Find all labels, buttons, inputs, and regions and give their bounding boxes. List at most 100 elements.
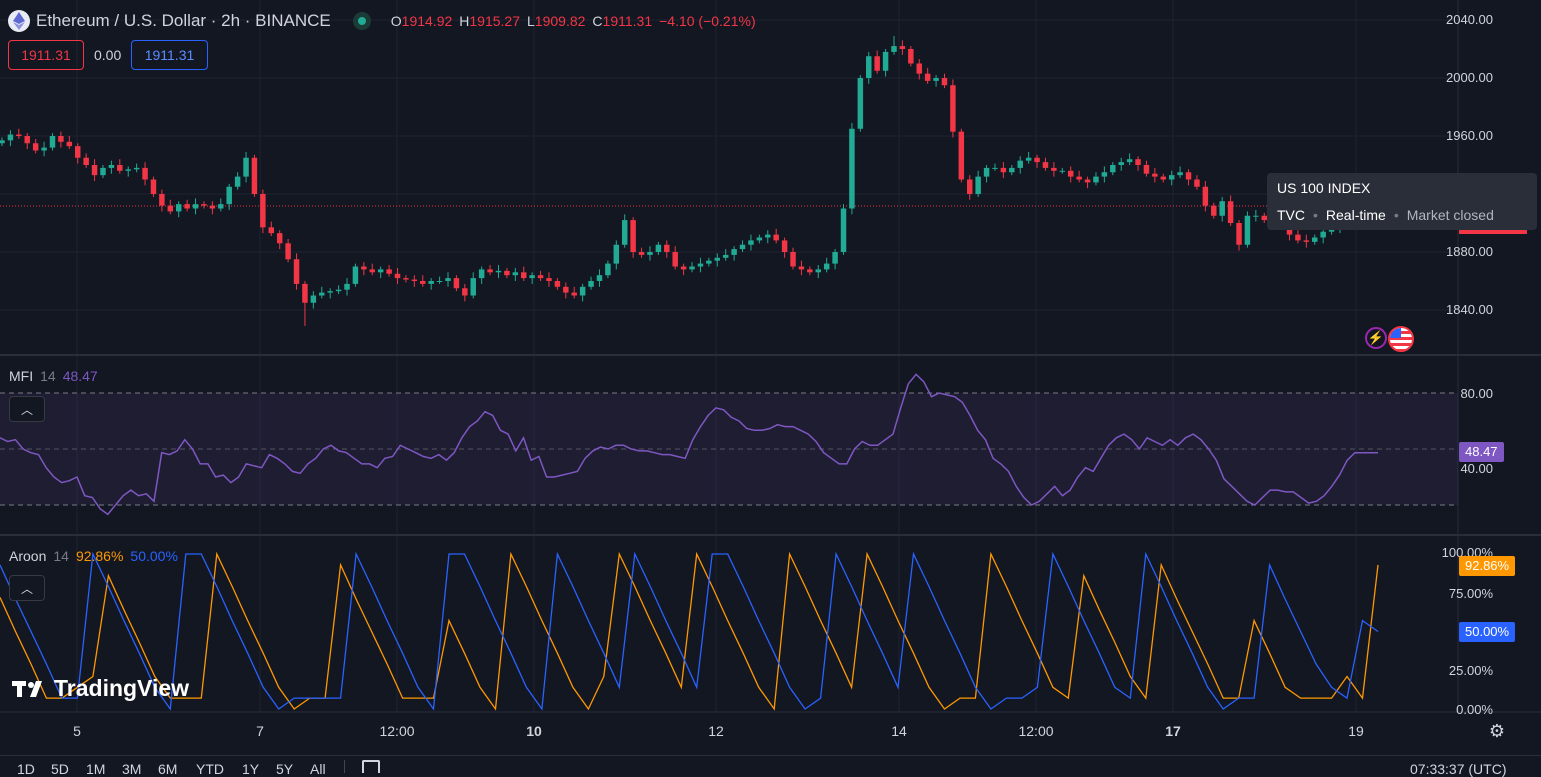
candle-body	[529, 275, 535, 279]
time-axis-label: 5	[73, 723, 81, 739]
open-value: 1914.92	[401, 13, 453, 29]
aroon-down-value: 50.00%	[130, 548, 178, 564]
mfi-axis-label: 80.00	[1460, 386, 1493, 401]
us-flag-event-icon[interactable]	[1388, 326, 1414, 352]
candle-body	[722, 254, 729, 258]
mfi-collapse-button[interactable]: ︿	[9, 396, 45, 422]
candle-body	[706, 260, 712, 264]
candle-body	[1286, 225, 1293, 235]
spread-value: 0.00	[94, 47, 122, 63]
candle-body	[1076, 176, 1082, 180]
timeframe-1d[interactable]: 1D	[17, 761, 35, 777]
aroon-up-value: 92.86%	[75, 548, 124, 564]
timeframe-1m[interactable]: 1M	[86, 761, 106, 777]
candle-body	[605, 263, 611, 276]
tooltip-title: US 100 INDEX	[1277, 180, 1371, 196]
timeframe-5y[interactable]: 5Y	[276, 761, 294, 777]
sell-price-button[interactable]: 1911.31	[8, 40, 84, 70]
candle-body	[563, 286, 569, 293]
aroon-up-line	[0, 551, 1379, 711]
timeframe-ytd[interactable]: YTD	[196, 761, 224, 777]
chart-settings-icon[interactable]: ⚙	[1488, 721, 1506, 741]
mfi-length: 14	[40, 368, 56, 384]
candle-body	[1000, 167, 1007, 173]
candle-body	[588, 281, 594, 287]
candle-body	[1135, 159, 1141, 165]
timeframe-1y[interactable]: 1Y	[242, 761, 260, 777]
utc-clock[interactable]: 07:33:37 (UTC)	[1410, 761, 1507, 777]
chevron-up-icon: ︿	[20, 402, 33, 417]
current-price-marker	[1459, 230, 1527, 234]
candle-body	[596, 275, 603, 281]
candle-body	[874, 56, 880, 71]
candle-body	[108, 165, 115, 168]
candle-body	[117, 165, 123, 171]
candle-body	[765, 234, 771, 238]
candle-body	[344, 283, 350, 290]
candle-body	[1194, 179, 1200, 187]
aroon-collapse-button[interactable]: ︿	[9, 575, 45, 601]
candle-body	[0, 140, 5, 144]
candle-body	[1051, 167, 1057, 171]
candle-body	[1253, 215, 1259, 217]
aroon-up-tag: 92.86%	[1459, 556, 1516, 576]
candle-body	[992, 167, 998, 169]
candle-body	[150, 179, 157, 194]
timeframe-6m[interactable]: 6M	[158, 761, 178, 777]
candle-body	[1219, 201, 1225, 216]
lightning-event-icon[interactable]: ⚡	[1365, 327, 1387, 349]
candle-body	[933, 78, 939, 81]
candle-body	[310, 295, 317, 303]
timeframe-all[interactable]: All	[310, 761, 326, 777]
candle-body	[16, 134, 22, 136]
candle-body	[260, 194, 266, 228]
candle-body	[647, 252, 653, 255]
candle-body	[226, 186, 232, 205]
symbol-legend[interactable]: Ethereum / U.S. Dollar · 2h · BINANCE O1…	[8, 9, 756, 33]
candle-body	[975, 176, 981, 194]
candle-body	[941, 78, 948, 86]
candle-body	[504, 270, 510, 276]
ethereum-icon	[8, 10, 30, 32]
candle-body	[1059, 170, 1066, 172]
timeframe-5d[interactable]: 5D	[51, 761, 69, 777]
candle-body	[1303, 240, 1310, 242]
tradingview-logo[interactable]: TradingView	[12, 675, 189, 702]
price-axis-label: 2040.00	[1446, 12, 1493, 27]
candle-body	[276, 233, 283, 244]
candle-body	[882, 51, 889, 71]
time-axis-label: 14	[891, 723, 907, 739]
timeframe-3m[interactable]: 3M	[122, 761, 142, 777]
symbol-title[interactable]: Ethereum / U.S. Dollar · 2h · BINANCE	[36, 11, 331, 30]
candle-body	[369, 269, 375, 273]
candle-body	[403, 278, 409, 280]
candle-body	[251, 157, 258, 194]
market-status-icon[interactable]	[352, 12, 371, 30]
candle-body	[950, 85, 956, 132]
buy-price-button[interactable]: 1911.31	[131, 40, 208, 70]
candle-body	[243, 157, 249, 177]
candle-body	[361, 266, 367, 270]
mfi-legend[interactable]: MFI 14 48.47	[9, 368, 98, 384]
candle-body	[1110, 165, 1116, 173]
candle-body	[579, 286, 586, 296]
candle-body	[285, 243, 291, 260]
change-value: −4.10 (−0.21%)	[659, 13, 756, 29]
candle-body	[167, 205, 174, 212]
aroon-axis-label: 75.00%	[1448, 586, 1493, 601]
candle-body	[823, 263, 830, 270]
candle-body	[1126, 159, 1133, 163]
candle-body	[1093, 176, 1099, 183]
candle-body	[24, 136, 30, 144]
candle-body	[49, 136, 56, 148]
candle-body	[41, 147, 47, 151]
candle-body	[487, 269, 493, 273]
tradingview-logo-icon	[12, 680, 42, 697]
calendar-icon[interactable]	[362, 760, 380, 773]
candle-body	[697, 263, 704, 267]
aroon-legend[interactable]: Aroon 14 92.86% 50.00%	[9, 548, 178, 564]
candle-body	[1261, 215, 1267, 221]
candle-body	[327, 291, 333, 293]
